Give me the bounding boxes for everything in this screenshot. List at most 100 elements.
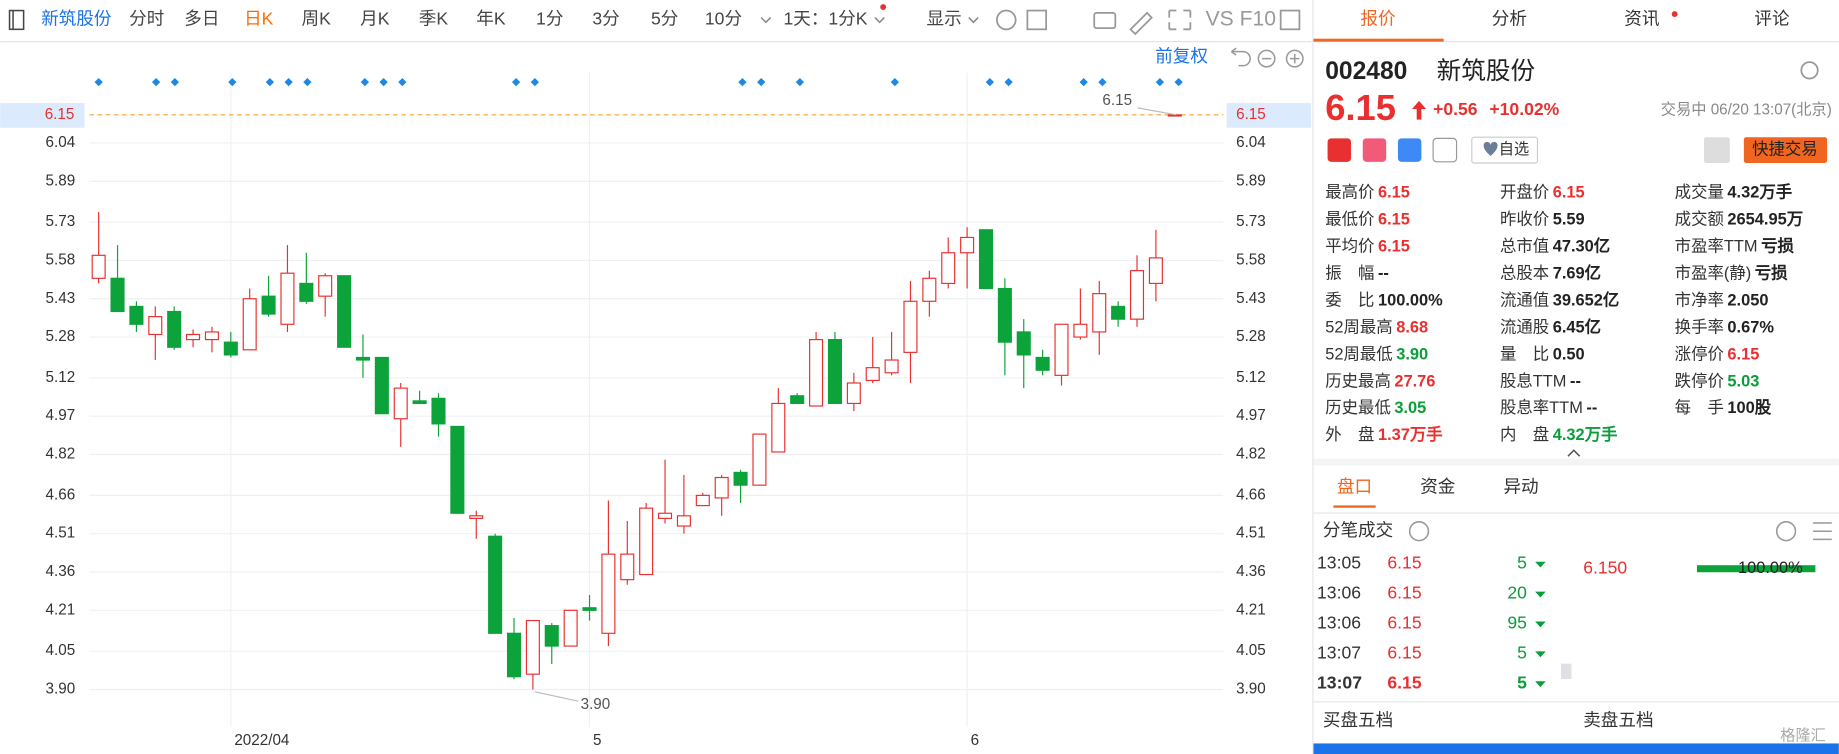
- panel-icon[interactable]: [1279, 9, 1301, 31]
- fullscreen-icon[interactable]: [1168, 9, 1192, 31]
- y-tick-label: 5.89: [1236, 172, 1266, 189]
- candle-body: [525, 619, 540, 675]
- high-annotation: 6.15: [1102, 92, 1132, 109]
- stat-value: 3.05: [1394, 400, 1426, 418]
- stat-label: 平均价: [1325, 238, 1374, 256]
- period-tab[interactable]: 5分: [651, 9, 678, 29]
- stat-label: 股息率TTM: [1500, 400, 1583, 418]
- interval-select[interactable]: 1天：1分K: [783, 9, 867, 29]
- vs-button[interactable]: VS: [1206, 8, 1234, 31]
- period-tab[interactable]: 多日: [184, 9, 219, 29]
- period-tab[interactable]: 周K: [302, 9, 332, 29]
- event-marker[interactable]: [757, 77, 766, 87]
- checkbox-icon[interactable]: [1026, 9, 1048, 31]
- panel-tab[interactable]: 报价: [1360, 9, 1396, 29]
- candle-body: [450, 425, 465, 514]
- info-icon[interactable]: [1408, 521, 1430, 542]
- trade-button[interactable]: [1743, 137, 1828, 163]
- stat-label: 历史最低: [1325, 400, 1391, 418]
- stat-label: 每 手: [1675, 400, 1724, 418]
- stat-label: 流通值: [1500, 292, 1549, 310]
- candle-body: [469, 515, 484, 519]
- zoom-in-icon[interactable]: [1285, 49, 1304, 68]
- period-tab[interactable]: 日K: [244, 9, 274, 29]
- candle-body: [167, 310, 182, 348]
- badge-icon[interactable]: [1327, 138, 1352, 162]
- stat-value: 0.67%: [1727, 319, 1774, 337]
- event-marker[interactable]: [1098, 77, 1107, 87]
- f10-button[interactable]: F10: [1240, 8, 1276, 31]
- y-tick-label: 4.97: [46, 407, 76, 424]
- trade-label[interactable]: 快捷交易: [1752, 140, 1818, 158]
- display-select[interactable]: 显示: [927, 9, 962, 29]
- subtab[interactable]: 资金: [1420, 476, 1456, 496]
- level-price: 6.150: [1583, 557, 1627, 577]
- candle-body: [1092, 293, 1107, 333]
- settings-icon[interactable]: [996, 9, 1017, 31]
- undo-icon[interactable]: [1230, 47, 1251, 67]
- panel-tab[interactable]: 分析: [1492, 9, 1527, 29]
- pen-icon[interactable]: [1129, 11, 1153, 36]
- stock-tab[interactable]: 新筑股份: [41, 9, 112, 29]
- period-tab[interactable]: 分时: [129, 9, 164, 29]
- stat-value: 6.45亿: [1553, 318, 1601, 337]
- stat-value: 2654.95万: [1727, 211, 1803, 229]
- annotation-leader: [534, 691, 579, 702]
- period-tab[interactable]: 年K: [476, 9, 506, 29]
- trade-price: 6.15: [1387, 583, 1421, 603]
- candle-body: [337, 275, 352, 348]
- price-change: +0.56: [1433, 99, 1478, 119]
- event-marker[interactable]: [398, 77, 407, 87]
- sidebar-icon[interactable]: [8, 9, 25, 31]
- event-marker[interactable]: [890, 77, 900, 87]
- trade-price: 6.15: [1387, 612, 1421, 632]
- bid-title: 买盘五档: [1323, 710, 1393, 730]
- more-icon[interactable]: [1775, 521, 1797, 542]
- list-icon[interactable]: [1813, 522, 1832, 541]
- period-tab[interactable]: 10分: [705, 9, 742, 29]
- subtab[interactable]: 异动: [1503, 476, 1538, 496]
- stat: 最高价 6.15: [1325, 184, 1410, 202]
- trading-status: 交易中 06/20 13:07(北京): [1661, 100, 1832, 118]
- event-marker[interactable]: [795, 77, 805, 87]
- badge-icon[interactable]: [1362, 138, 1387, 162]
- adjust-button[interactable]: 前复权: [1155, 46, 1208, 66]
- event-marker[interactable]: [94, 77, 103, 87]
- candle-body: [544, 625, 559, 647]
- event-marker[interactable]: [1004, 77, 1013, 87]
- period-tab[interactable]: 季K: [419, 9, 449, 29]
- settings-icon[interactable]: [1800, 61, 1819, 80]
- event-marker[interactable]: [985, 77, 995, 87]
- stat-value: 4.32万手: [1727, 183, 1792, 202]
- stat-label: 市盈率TTM: [1675, 238, 1758, 256]
- camera-icon[interactable]: [1093, 12, 1117, 30]
- candle-body: [506, 632, 522, 678]
- stat: 振 幅 --: [1325, 265, 1389, 283]
- period-tab[interactable]: 1分: [536, 9, 563, 29]
- level-pct: 100.00%: [1738, 559, 1803, 577]
- y-tick-label: 5.12: [46, 369, 76, 386]
- watch-label[interactable]: 自选: [1499, 141, 1529, 158]
- y-tick-label: 5.58: [46, 251, 76, 268]
- alert-button[interactable]: [1703, 137, 1730, 163]
- stat-label: 市盈率(静): [1675, 265, 1752, 283]
- ask-title: 卖盘五档: [1583, 710, 1653, 730]
- panel-tab[interactable]: 资讯: [1624, 9, 1660, 29]
- trade-volume: 95: [1507, 612, 1527, 632]
- period-tab[interactable]: 月K: [360, 9, 390, 29]
- stat-label: 最高价: [1325, 184, 1374, 202]
- price-highlight: [1226, 103, 1312, 128]
- period-tab[interactable]: 3分: [592, 9, 619, 29]
- panel-tab[interactable]: 评论: [1754, 9, 1790, 29]
- badge-icon[interactable]: [1397, 138, 1422, 162]
- event-marker[interactable]: [738, 77, 747, 87]
- badge-icon[interactable]: [1432, 137, 1458, 163]
- watermark: 格隆汇: [1780, 727, 1826, 744]
- zoom-out-icon[interactable]: [1257, 49, 1276, 68]
- subtab[interactable]: 盘口: [1337, 476, 1372, 496]
- event-marker[interactable]: [303, 77, 312, 87]
- candle-body: [676, 515, 691, 527]
- stat: 量 比 0.50: [1500, 346, 1585, 364]
- stat-value: 8.68: [1396, 319, 1428, 337]
- candle-body: [1111, 305, 1126, 320]
